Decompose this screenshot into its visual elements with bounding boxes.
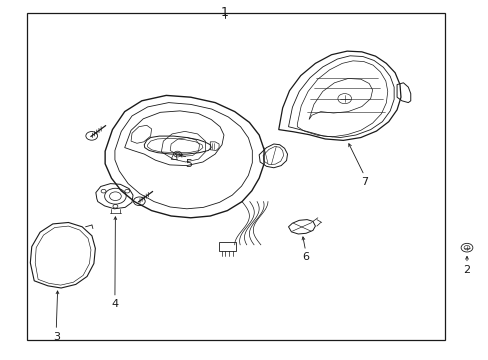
Text: 7: 7 [360, 177, 367, 187]
Text: 6: 6 [302, 252, 308, 262]
Text: 2: 2 [463, 265, 469, 275]
Bar [27, 13, 444, 340]
Text: 5: 5 [184, 159, 191, 169]
Text: 3: 3 [53, 332, 60, 342]
Text: 1: 1 [221, 6, 228, 19]
Text: 4: 4 [111, 299, 118, 309]
